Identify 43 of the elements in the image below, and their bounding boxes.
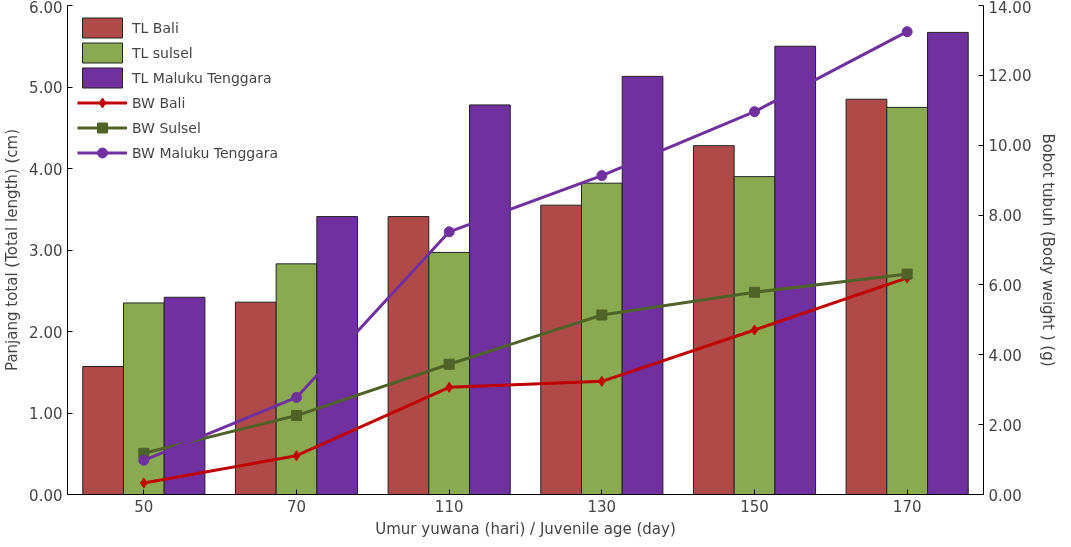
point <box>443 226 455 238</box>
y-tick-label: 5.00 <box>29 79 63 97</box>
y-tick-label: 3.00 <box>29 242 63 260</box>
point <box>291 410 302 422</box>
legend-label: TL Maluku Tenggara <box>132 69 272 86</box>
point <box>749 286 760 298</box>
x-tick-label: 170 <box>892 497 922 516</box>
y2-axis-title: Bobot tubuh (Body weight ) (g) <box>1039 133 1058 367</box>
y2-tick-label: 10.00 <box>988 137 1032 156</box>
x-axis-title: Umur yuwana (hari) / Juvenile age (day) <box>375 519 676 538</box>
point <box>596 170 608 182</box>
y2-tick-label: 14.00 <box>988 0 1032 17</box>
y2-tick-label: 6.00 <box>988 276 1022 295</box>
y2-tick-label: 0.00 <box>988 486 1022 505</box>
x-tick-label: 50 <box>134 497 154 516</box>
point <box>596 309 608 321</box>
y-tick-label: 0.00 <box>29 486 63 505</box>
point <box>750 324 759 336</box>
point <box>291 391 302 403</box>
y-tick-label: 1.00 <box>29 405 63 423</box>
y2-tick-label: 8.00 <box>988 207 1022 226</box>
x-tick-label: 70 <box>286 497 307 516</box>
legend-label: TL Bali <box>132 19 179 36</box>
point <box>138 454 150 466</box>
y-tick-label: 6.00 <box>29 0 63 17</box>
x-tick-label: 130 <box>587 497 617 516</box>
legend-label: TL sulsel <box>132 44 193 61</box>
point <box>901 268 913 280</box>
legend-label: BW Maluku Tenggara <box>132 144 279 161</box>
point <box>749 106 760 118</box>
point <box>292 450 301 462</box>
x-tick-label: 150 <box>740 497 769 516</box>
point <box>901 26 913 38</box>
y-axis-title: Panjang total (Total length) (cm) <box>3 129 22 371</box>
x-tick-label: 110 <box>434 497 464 516</box>
y2-tick-label: 4.00 <box>988 346 1022 365</box>
legend-label: BW Bali <box>132 94 186 111</box>
y-tick-label: 2.00 <box>29 323 63 342</box>
y2-tick-label: 2.00 <box>988 416 1022 435</box>
y2-tick-label: 12.00 <box>988 67 1032 86</box>
point <box>443 358 455 370</box>
y-tick-label: 4.00 <box>29 160 63 179</box>
legend-label: BW Sulsel <box>132 119 201 136</box>
